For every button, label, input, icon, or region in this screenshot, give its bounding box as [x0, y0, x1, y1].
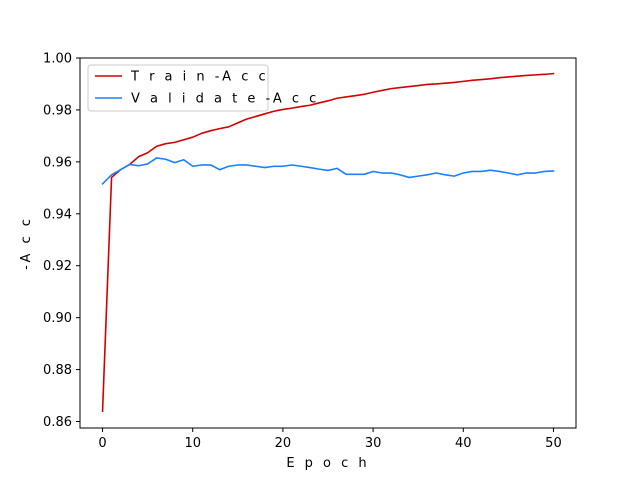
series-line-2: [101, 157, 555, 186]
legend-label-2: V a l i d a t e -A c c: [131, 92, 319, 107]
y-axis: 0.86 0.88 0.90 0.92 0.94 0.96 0.98 1.00: [43, 52, 80, 430]
x-tick-label: 0: [98, 436, 106, 451]
legend-box: [87, 64, 269, 112]
x-axis-title: E p o c h: [286, 456, 369, 471]
y-axis-title: -A c c: [19, 216, 34, 270]
x-tick-label: 40: [455, 436, 472, 451]
x-tick-label: 20: [275, 436, 292, 451]
y-tick-label: 0.96: [43, 155, 72, 170]
y-tick-label: 0.88: [43, 363, 72, 378]
y-tick-label: 0.94: [43, 207, 72, 222]
y-tick-label: 0.90: [43, 311, 72, 326]
series-line-1: [101, 72, 555, 412]
series-layer: [101, 72, 555, 412]
legend-label-1: T r a i n -A c c: [130, 70, 269, 85]
y-tick-label: 0.86: [43, 415, 72, 430]
x-tick-label: 50: [545, 436, 562, 451]
y-tick-label: 0.98: [43, 103, 72, 118]
y-tick-label: 0.92: [43, 259, 72, 274]
legend: T r a i n -A c c V a l i d a t e -A c c: [87, 64, 319, 112]
x-tick-label: 10: [184, 436, 201, 451]
y-tick-label: 1.00: [43, 52, 72, 67]
plot-frame: [79, 57, 577, 429]
x-axis: 0 10 20 30 40 50: [98, 428, 562, 451]
x-tick-label: 30: [365, 436, 382, 451]
